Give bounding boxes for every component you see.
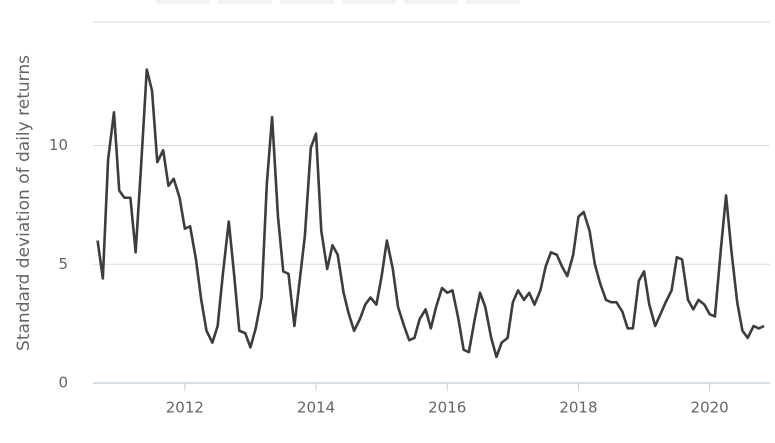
x-tick-label: 2012	[166, 399, 204, 417]
y-tick-label: 5	[58, 255, 68, 273]
toolbar-button[interactable]	[466, 0, 520, 4]
toolbar-button[interactable]	[218, 0, 272, 4]
toolbar-button[interactable]	[280, 0, 334, 4]
toolbar	[156, 0, 520, 4]
toolbar-button[interactable]	[342, 0, 396, 4]
toolbar-button[interactable]	[404, 0, 458, 4]
x-tick-label: 2016	[428, 399, 466, 417]
x-tick-label: 2020	[691, 399, 729, 417]
x-tick-label: 2014	[297, 399, 335, 417]
y-tick-label: 10	[49, 136, 68, 154]
y-tick-label: 0	[58, 374, 68, 392]
toolbar-button[interactable]	[156, 0, 210, 4]
y-axis-title: Standard deviation of daily returns	[14, 55, 34, 351]
x-tick-label: 2018	[559, 399, 597, 417]
data-line	[96, 68, 765, 359]
